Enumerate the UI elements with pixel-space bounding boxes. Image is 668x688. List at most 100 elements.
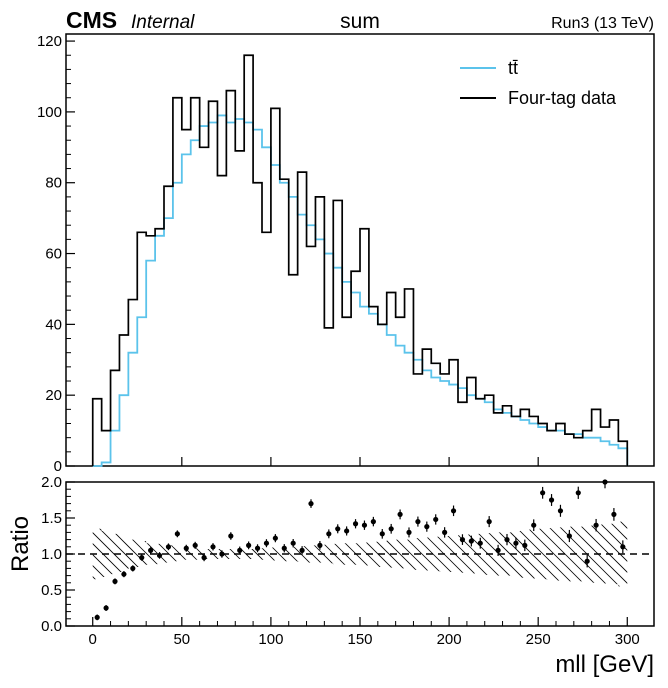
band-hatch-line: [327, 521, 473, 587]
ratio-x-tick-label: 50: [173, 631, 190, 648]
ratio-point: [130, 565, 136, 572]
ratio-point: [593, 522, 599, 528]
status-label: Internal: [131, 12, 195, 33]
band-hatch-line: [658, 482, 668, 626]
ratio-point: [94, 614, 100, 620]
ratio-point: [228, 533, 234, 539]
ratio-point: [406, 529, 412, 536]
ratio-point: [415, 519, 421, 525]
ratio-y-tick-label: 1.5: [41, 510, 62, 527]
ratio-point: [165, 544, 172, 550]
ratio-point: [388, 526, 394, 532]
ratio-x-tick-label: 200: [437, 631, 462, 648]
main-y-tick-label: 20: [45, 387, 62, 404]
ratio-point: [103, 605, 109, 611]
main-y-tick-label: 60: [45, 246, 62, 263]
ratio-x-tick-label: 250: [526, 631, 551, 648]
ratio-point: [424, 524, 430, 530]
band-hatch-line: [459, 521, 605, 587]
chart-title: sum: [340, 10, 380, 33]
band-hatch-line: [636, 482, 668, 626]
ratio-point: [602, 479, 608, 485]
band-hatch-line: [184, 521, 330, 587]
ratio-point: [557, 508, 564, 514]
ratio-point: [477, 540, 483, 546]
ratio-point: [246, 542, 252, 548]
band-hatch-line: [316, 521, 462, 587]
ratio-point: [335, 526, 341, 532]
ratio-point: [459, 537, 466, 543]
main-y-tick-label: 120: [37, 33, 62, 50]
ratio-point: [139, 555, 145, 561]
ratio-point: [156, 552, 163, 559]
ratio-point: [433, 516, 439, 523]
main-y-tick-label: 80: [45, 175, 62, 192]
legend-label-1: Four-tag data: [508, 88, 617, 108]
ratio-point: [370, 519, 376, 525]
ratio-point: [513, 540, 519, 546]
ratio-point: [308, 501, 314, 507]
ratio-point: [442, 529, 448, 536]
ratio-point: [219, 551, 225, 557]
band-hatch-line: [92, 521, 220, 587]
ratio-point: [611, 511, 617, 517]
band-hatch-line: [470, 521, 616, 587]
band-hatch-line: [195, 521, 341, 587]
ratio-point: [566, 533, 572, 539]
ratio-x-tick-label: 0: [89, 631, 97, 648]
band-hatch-line: [217, 521, 363, 587]
energy-label: Run3 (13 TeV): [551, 15, 654, 32]
legend-label-0: tt̄: [508, 58, 518, 78]
ratio-point: [326, 531, 332, 537]
ratio-point: [174, 531, 180, 537]
ratio-point: [361, 522, 368, 528]
main-y-tick-label: 40: [45, 316, 62, 333]
ratio-panel: 0.0 0.5 1.0 1.5 2.0 0 50 100 150 200 250 300 Ratio ml…: [7, 474, 668, 678]
band-hatch-line: [448, 521, 594, 587]
ratio-y-tick-label: 2.0: [41, 474, 62, 491]
ratio-y-axis-title: Ratio: [7, 516, 34, 572]
ratio-point: [112, 578, 118, 584]
main-panel: 0 20 40 60 80 100 120 tt̄ Four-tag data: [37, 33, 655, 475]
ratio-point: [540, 490, 546, 496]
ratio-point: [522, 542, 528, 548]
band-hatch-line: [92, 521, 198, 587]
ratio-point: [468, 538, 474, 544]
ratio-point: [254, 545, 261, 551]
ratio-point: [290, 540, 296, 546]
ratio-x-tick-label: 150: [347, 631, 372, 648]
ratio-point: [495, 547, 501, 554]
ratio-point: [281, 545, 287, 551]
main-y-tick-label: 0: [54, 458, 62, 475]
ratio-point: [620, 544, 626, 550]
ratio-point: [397, 511, 403, 517]
experiment-label: CMS: [66, 7, 117, 33]
ratio-point: [148, 547, 154, 554]
ratio-point: [352, 521, 359, 527]
ratio-point: [210, 544, 216, 550]
band-hatch-line: [349, 521, 495, 587]
ratio-y-tick-label: 0.0: [41, 618, 62, 635]
ratio-point: [379, 531, 385, 537]
ratio-point: [317, 542, 323, 548]
ttbar-mc-histogram: [92, 114, 629, 467]
ratio-point: [299, 547, 305, 554]
ratio-y-tick-label: 1.0: [41, 546, 62, 563]
ratio-x-tick-label: 300: [615, 631, 640, 648]
ratio-point: [344, 528, 350, 534]
ratio-y-tick-label: 0.5: [41, 582, 62, 599]
band-hatch-line: [481, 521, 627, 587]
ratio-point: [486, 519, 492, 525]
ratio-point: [450, 508, 457, 514]
ratio-point: [263, 540, 270, 546]
ratio-point: [575, 490, 581, 496]
band-hatch-line: [206, 521, 352, 587]
ratio-point: [192, 542, 198, 548]
band-hatch-line: [647, 482, 668, 626]
ratio-point: [531, 522, 537, 528]
ratio-point: [121, 571, 127, 577]
band-hatch-line: [338, 521, 484, 587]
ratio-point: [201, 555, 207, 561]
